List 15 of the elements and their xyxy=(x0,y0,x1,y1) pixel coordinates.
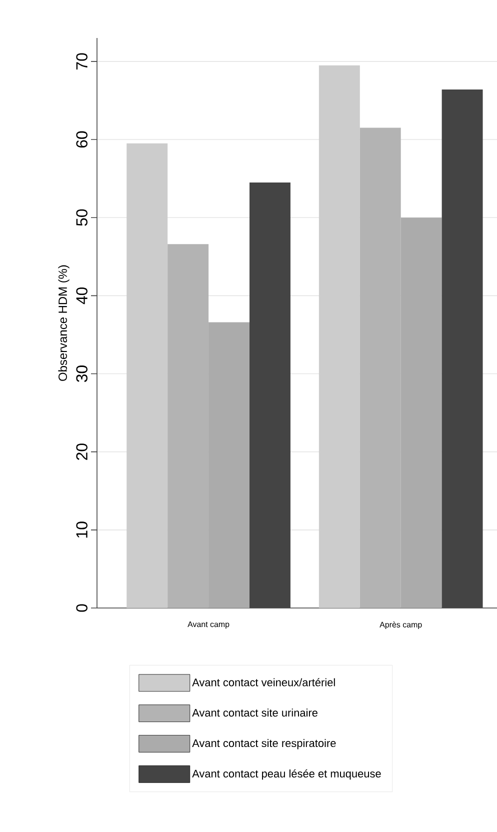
y-tick-label: 40 xyxy=(76,287,88,304)
legend-label: Avant contact peau lésée et muqueuse xyxy=(192,769,381,780)
legend-label: Avant contact site urinaire xyxy=(192,708,318,717)
legend-label: Avant contact veineux/artériel xyxy=(192,678,335,686)
bar xyxy=(318,65,360,608)
y-tick-label: 50 xyxy=(76,209,88,226)
legend-label: Avant contact site respiratoire xyxy=(192,739,336,750)
y-tick-label: 20 xyxy=(76,444,88,460)
y-tick-label: 30 xyxy=(76,366,88,382)
y-axis-title: Observance HDM (%) xyxy=(58,265,70,381)
y-tick-label: 10 xyxy=(76,522,88,538)
y-tick-label: 0 xyxy=(76,604,88,612)
y-tick-label: 60 xyxy=(76,131,88,148)
bar xyxy=(126,143,168,608)
y-tick-label: 70 xyxy=(76,53,88,70)
